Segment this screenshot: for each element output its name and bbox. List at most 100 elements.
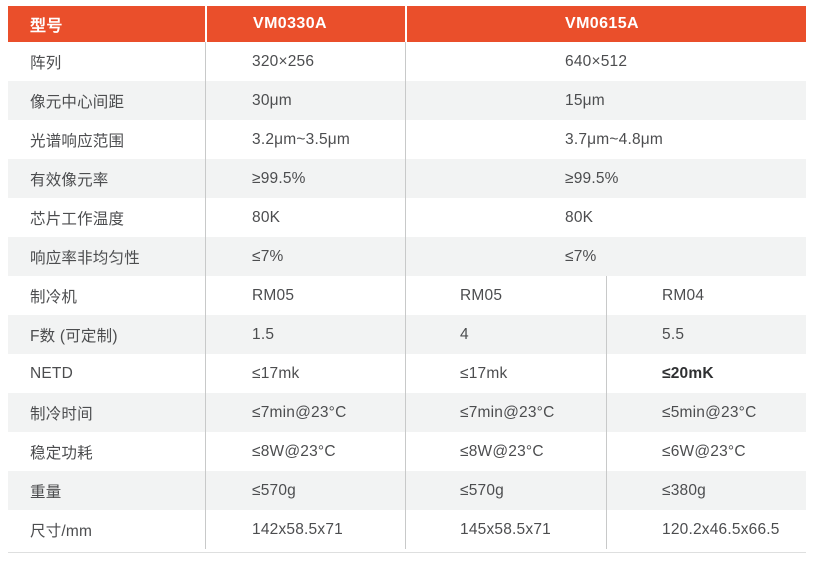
cell-value: 4 bbox=[460, 325, 469, 343]
cell-vm0330a: 142x58.5x71 bbox=[206, 510, 406, 549]
cell-vm0615a: 80K bbox=[406, 198, 806, 237]
table-row-weight: 重量 ≤570g ≤570g ≤380g bbox=[8, 471, 806, 510]
header-cell-model: 型号 bbox=[8, 6, 205, 42]
row-label: 制冷时间 bbox=[8, 393, 206, 432]
cell-vm0615a-rm05: ≤7min@23°C bbox=[406, 393, 607, 432]
header-vm0330a-label: VM0330A bbox=[253, 15, 327, 32]
cell-value: ≤5min@23°C bbox=[662, 403, 757, 421]
cell-vm0330a: ≤7% bbox=[206, 237, 406, 276]
row-label-text: 阵列 bbox=[30, 54, 62, 72]
table-bottom-border bbox=[8, 552, 806, 553]
row-label: 制冷机 bbox=[8, 276, 206, 315]
cell-vm0330a: ≥99.5% bbox=[206, 159, 406, 198]
cell-value: 5.5 bbox=[662, 325, 685, 343]
cell-vm0615a-rm04: ≤380g bbox=[607, 471, 806, 510]
cell-vm0615a-rm05: 145x58.5x71 bbox=[406, 510, 607, 549]
cell-value: ≤570g bbox=[460, 481, 504, 499]
cell-value: ≤17mk bbox=[460, 364, 508, 382]
row-label-text: 尺寸/mm bbox=[30, 522, 93, 540]
table-row-chip-operating-temp: 芯片工作温度 80K 80K bbox=[8, 198, 806, 237]
cell-value: RM04 bbox=[662, 286, 705, 304]
cell-value: ≤7% bbox=[252, 247, 284, 265]
cell-vm0330a: 1.5 bbox=[206, 315, 406, 354]
cell-vm0615a-rm05: ≤8W@23°C bbox=[406, 432, 607, 471]
table-row-effective-pixel-rate: 有效像元率 ≥99.5% ≥99.5% bbox=[8, 159, 806, 198]
row-label: 阵列 bbox=[8, 42, 206, 81]
header-cell-vm0615a: VM0615A bbox=[407, 6, 806, 42]
cell-vm0615a-rm04: ≤6W@23°C bbox=[607, 432, 806, 471]
row-label-text: 响应率非均匀性 bbox=[30, 249, 140, 267]
cell-value: 80K bbox=[565, 208, 594, 226]
cell-value: ≥99.5% bbox=[565, 169, 619, 187]
cell-value: ≤570g bbox=[252, 481, 296, 499]
table-row-array: 阵列 320×256 640×512 bbox=[8, 42, 806, 81]
table-row-netd: NETD ≤17mk ≤17mk ≤20mK bbox=[8, 354, 806, 393]
cell-vm0615a-rm05: RM05 bbox=[406, 276, 607, 315]
cell-vm0615a: 15μm bbox=[406, 81, 806, 120]
cell-value: 640×512 bbox=[565, 52, 628, 70]
cell-value: 320×256 bbox=[252, 52, 315, 70]
cell-vm0330a: 80K bbox=[206, 198, 406, 237]
table-row-f-number: F数 (可定制) 1.5 4 5.5 bbox=[8, 315, 806, 354]
table-row-steady-power: 稳定功耗 ≤8W@23°C ≤8W@23°C ≤6W@23°C bbox=[8, 432, 806, 471]
cell-value: 80K bbox=[252, 208, 281, 226]
cell-value: RM05 bbox=[252, 286, 295, 304]
cell-vm0615a: 3.7μm~4.8μm bbox=[406, 120, 806, 159]
table-row-spectral-range: 光谱响应范围 3.2μm~3.5μm 3.7μm~4.8μm bbox=[8, 120, 806, 159]
table-header-row: 型号 VM0330A VM0615A bbox=[8, 6, 806, 42]
cell-vm0330a: ≤17mk bbox=[206, 354, 406, 393]
table-row-response-nonuniformity: 响应率非均匀性 ≤7% ≤7% bbox=[8, 237, 806, 276]
row-label-text: 像元中心间距 bbox=[30, 93, 125, 111]
product-spec-table: 型号 VM0330A VM0615A 阵列 320×256 640×512 像元… bbox=[8, 6, 806, 553]
cell-vm0330a: 30μm bbox=[206, 81, 406, 120]
row-label: 光谱响应范围 bbox=[8, 120, 206, 159]
cell-vm0615a-rm04: ≤5min@23°C bbox=[607, 393, 806, 432]
cell-value: 142x58.5x71 bbox=[252, 520, 343, 538]
cell-vm0615a-rm04: RM04 bbox=[607, 276, 806, 315]
cell-vm0330a: 320×256 bbox=[206, 42, 406, 81]
cell-value: ≤380g bbox=[662, 481, 706, 499]
row-label-text: 制冷机 bbox=[30, 288, 78, 306]
row-label-text: 有效像元率 bbox=[30, 171, 109, 189]
table-body: 阵列 320×256 640×512 像元中心间距 30μm 15μm 光谱响应… bbox=[8, 42, 806, 549]
cell-vm0615a-rm04: ≤20mK bbox=[607, 354, 806, 393]
cell-vm0615a-rm04: 120.2x46.5x66.5 bbox=[607, 510, 806, 549]
cell-value: 3.7μm~4.8μm bbox=[565, 130, 664, 148]
table-row-cooler: 制冷机 RM05 RM05 RM04 bbox=[8, 276, 806, 315]
cell-value: RM05 bbox=[460, 286, 503, 304]
header-cell-vm0330a: VM0330A bbox=[207, 6, 405, 42]
cell-vm0330a: ≤7min@23°C bbox=[206, 393, 406, 432]
cell-vm0330a: ≤570g bbox=[206, 471, 406, 510]
row-label-text: 重量 bbox=[30, 483, 62, 501]
row-label: 有效像元率 bbox=[8, 159, 206, 198]
row-label: 响应率非均匀性 bbox=[8, 237, 206, 276]
cell-vm0330a: ≤8W@23°C bbox=[206, 432, 406, 471]
cell-value: ≤6W@23°C bbox=[662, 442, 746, 460]
cell-value: 120.2x46.5x66.5 bbox=[662, 520, 780, 538]
row-label-text: 稳定功耗 bbox=[30, 444, 93, 462]
row-label-text: 光谱响应范围 bbox=[30, 132, 125, 150]
row-label-text: F数 (可定制) bbox=[30, 327, 118, 345]
cell-vm0615a: ≤7% bbox=[406, 237, 806, 276]
table-row-dimensions: 尺寸/mm 142x58.5x71 145x58.5x71 120.2x46.5… bbox=[8, 510, 806, 549]
cell-value: 30μm bbox=[252, 91, 292, 109]
table-row-pixel-pitch: 像元中心间距 30μm 15μm bbox=[8, 81, 806, 120]
row-label-text: NETD bbox=[30, 364, 73, 382]
cell-vm0615a-rm05: ≤17mk bbox=[406, 354, 607, 393]
cell-vm0615a: ≥99.5% bbox=[406, 159, 806, 198]
row-label: 芯片工作温度 bbox=[8, 198, 206, 237]
cell-value: 3.2μm~3.5μm bbox=[252, 130, 351, 148]
cell-vm0615a-rm05: ≤570g bbox=[406, 471, 607, 510]
cell-value: ≤7min@23°C bbox=[460, 403, 555, 421]
row-label: 稳定功耗 bbox=[8, 432, 206, 471]
cell-vm0615a-rm04: 5.5 bbox=[607, 315, 806, 354]
cell-value: ≤7min@23°C bbox=[252, 403, 347, 421]
cell-value: ≤17mk bbox=[252, 364, 300, 382]
cell-value: ≤8W@23°C bbox=[252, 442, 336, 460]
cell-value: ≤7% bbox=[565, 247, 597, 265]
row-label: 重量 bbox=[8, 471, 206, 510]
cell-value-bold: ≤20mK bbox=[662, 364, 714, 382]
row-label-text: 芯片工作温度 bbox=[30, 210, 125, 228]
cell-vm0615a-rm05: 4 bbox=[406, 315, 607, 354]
row-label-text: 制冷时间 bbox=[30, 405, 93, 423]
